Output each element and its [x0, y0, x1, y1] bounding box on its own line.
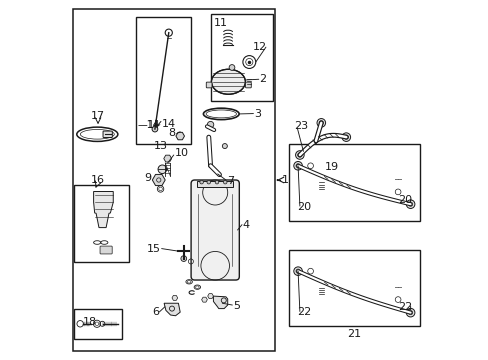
Text: 5: 5	[233, 301, 240, 311]
Bar	[73, 9, 274, 351]
Circle shape	[316, 118, 325, 127]
Polygon shape	[207, 294, 213, 298]
Text: 10: 10	[175, 148, 188, 158]
Bar	[197, 181, 233, 187]
Text: 6: 6	[151, 307, 159, 317]
Bar	[288, 144, 419, 221]
FancyBboxPatch shape	[206, 82, 212, 88]
Polygon shape	[152, 175, 165, 185]
Text: 1: 1	[281, 175, 288, 185]
Text: 15: 15	[146, 244, 160, 253]
Circle shape	[215, 180, 218, 184]
Text: 16: 16	[90, 175, 104, 185]
Polygon shape	[213, 296, 227, 309]
Bar	[135, 18, 190, 144]
FancyBboxPatch shape	[100, 246, 112, 254]
Text: 14: 14	[147, 120, 160, 130]
Text: 3: 3	[254, 109, 261, 118]
Text: 9: 9	[143, 173, 151, 183]
Circle shape	[223, 180, 226, 184]
Text: 17: 17	[91, 111, 105, 121]
Text: 23: 23	[294, 121, 308, 131]
Text: 12: 12	[252, 42, 266, 52]
Circle shape	[158, 165, 166, 174]
Polygon shape	[176, 132, 184, 140]
Polygon shape	[172, 296, 177, 300]
Circle shape	[207, 121, 213, 128]
Circle shape	[206, 180, 210, 184]
Text: 20: 20	[397, 195, 411, 205]
Circle shape	[341, 133, 350, 141]
Text: 20: 20	[296, 202, 310, 212]
Bar	[288, 249, 419, 327]
Text: 19: 19	[325, 162, 338, 172]
Text: 11: 11	[213, 18, 227, 28]
Circle shape	[295, 151, 304, 159]
Text: 21: 21	[346, 329, 361, 339]
Text: 7: 7	[227, 176, 234, 186]
Polygon shape	[164, 303, 180, 316]
Circle shape	[406, 200, 414, 208]
Circle shape	[229, 64, 234, 70]
Text: 18: 18	[83, 317, 97, 327]
Bar	[74, 185, 129, 262]
FancyBboxPatch shape	[191, 180, 239, 280]
Polygon shape	[163, 155, 171, 162]
Text: 22: 22	[296, 307, 311, 317]
FancyBboxPatch shape	[245, 82, 251, 88]
Text: 14: 14	[162, 119, 175, 129]
Circle shape	[293, 162, 302, 170]
Circle shape	[222, 144, 227, 149]
Text: 2: 2	[259, 74, 266, 84]
Text: 8: 8	[168, 128, 175, 138]
Text: —14: —14	[137, 120, 159, 130]
Circle shape	[406, 309, 414, 317]
Bar	[210, 14, 272, 102]
Text: 22: 22	[397, 302, 411, 312]
Circle shape	[293, 267, 302, 275]
Circle shape	[152, 126, 158, 132]
Text: 13: 13	[153, 141, 167, 151]
Bar	[74, 309, 122, 339]
Circle shape	[200, 180, 203, 184]
Polygon shape	[93, 192, 113, 228]
Ellipse shape	[211, 69, 245, 94]
Text: 4: 4	[242, 220, 249, 230]
Polygon shape	[201, 297, 207, 302]
Circle shape	[181, 256, 186, 261]
FancyBboxPatch shape	[103, 131, 112, 138]
